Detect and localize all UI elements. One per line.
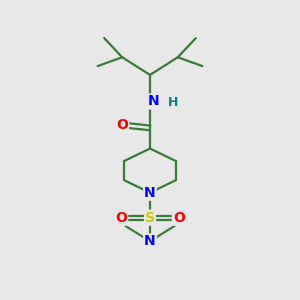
Text: O: O [173,211,185,225]
Text: N: N [144,186,156,200]
Text: N: N [144,234,156,248]
Text: O: O [116,118,128,132]
Text: N: N [148,94,159,108]
Text: H: H [168,95,179,109]
Text: O: O [115,211,127,225]
Text: S: S [145,211,155,225]
